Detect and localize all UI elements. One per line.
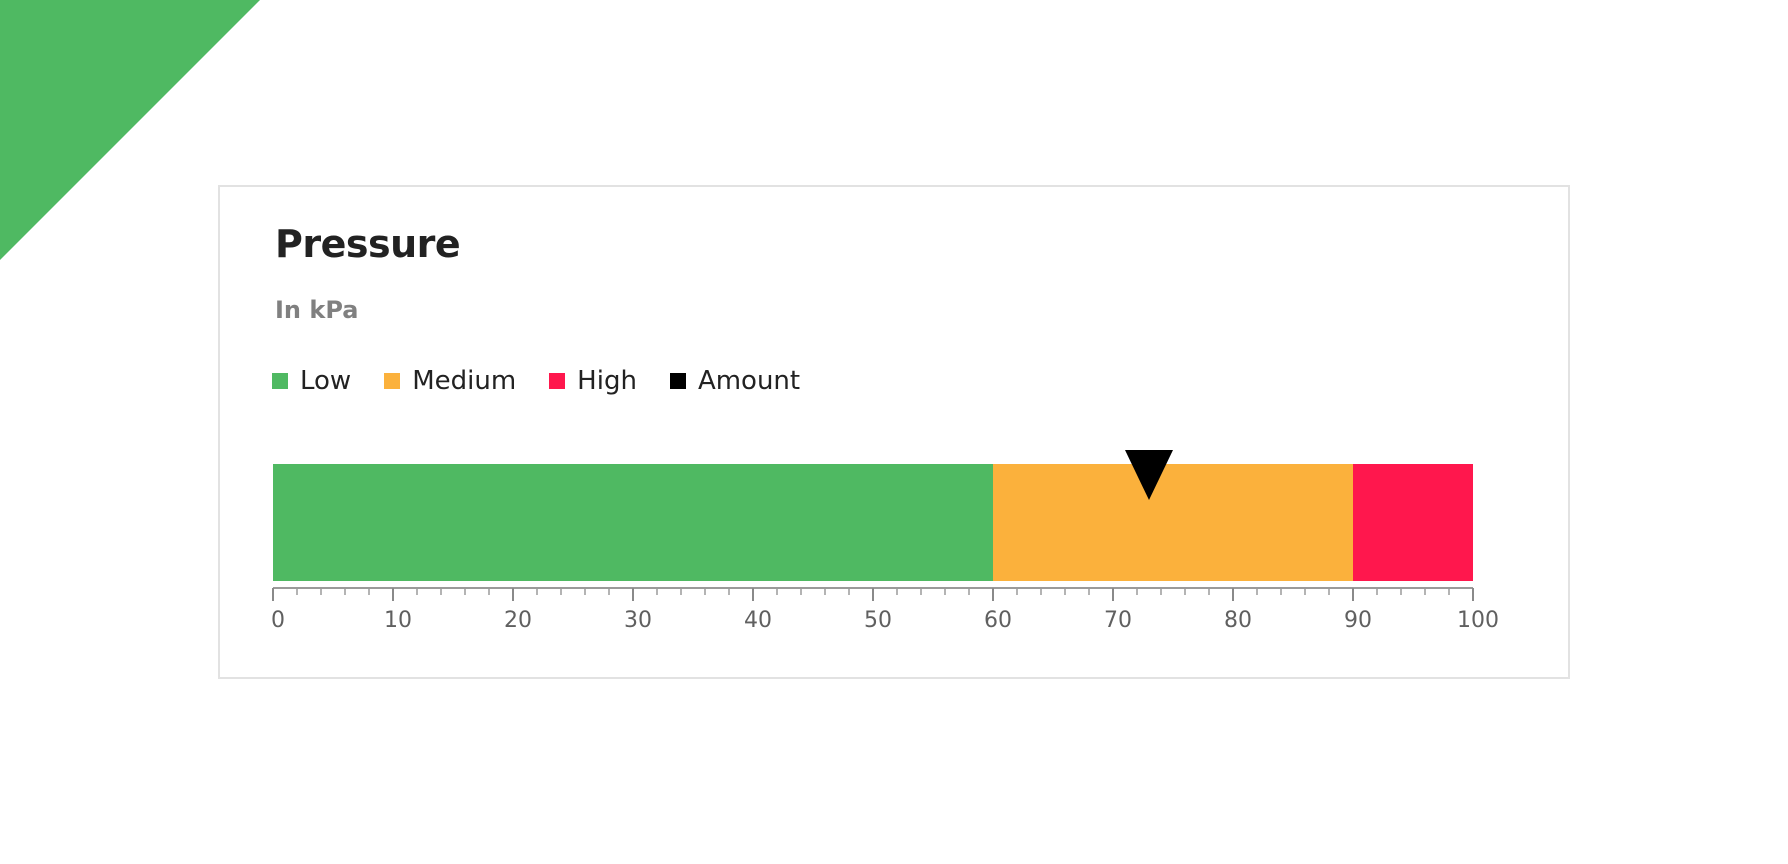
tick-label-30: 30 (624, 608, 652, 633)
legend: Low Medium High Amount (272, 364, 833, 398)
legend-item-amount[interactable]: Amount (669, 366, 801, 396)
corner-decoration (0, 0, 260, 260)
tick-label-100: 100 (1457, 608, 1499, 633)
amount-marker (1125, 450, 1173, 500)
legend-swatch-medium (384, 373, 401, 389)
tick-label-10: 10 (384, 608, 412, 633)
legend-swatch-amount (669, 373, 686, 389)
tick-label-40: 40 (744, 608, 772, 633)
tick-label-70: 70 (1104, 608, 1132, 633)
tick-label-20: 20 (504, 608, 532, 633)
tick-label-0: 0 (271, 608, 285, 633)
chart-title: Pressure (275, 222, 461, 266)
bullet-chart: 0 10 20 30 40 50 60 70 80 90 100 (271, 450, 1499, 633)
tick-label-80: 80 (1224, 608, 1252, 633)
legend-swatch-high (549, 373, 566, 389)
legend-label-amount: Amount (697, 366, 801, 396)
band-high (1353, 464, 1473, 581)
legend-item-high[interactable]: High (549, 366, 637, 396)
tick-label-60: 60 (984, 608, 1012, 633)
tick-label-50: 50 (864, 608, 892, 633)
legend-label-high: High (577, 366, 637, 396)
legend-swatch-low (272, 373, 288, 389)
chart-card (218, 185, 1570, 679)
legend-item-medium[interactable]: Medium (384, 366, 516, 396)
legend-label-low: Low (300, 366, 352, 396)
band-low (273, 464, 993, 581)
band-medium (993, 464, 1353, 581)
legend-label-medium: Medium (412, 366, 517, 396)
legend-item-low[interactable]: Low (272, 366, 351, 396)
chart-subtitle: In kPa (275, 296, 359, 324)
tick-label-90: 90 (1344, 608, 1372, 633)
